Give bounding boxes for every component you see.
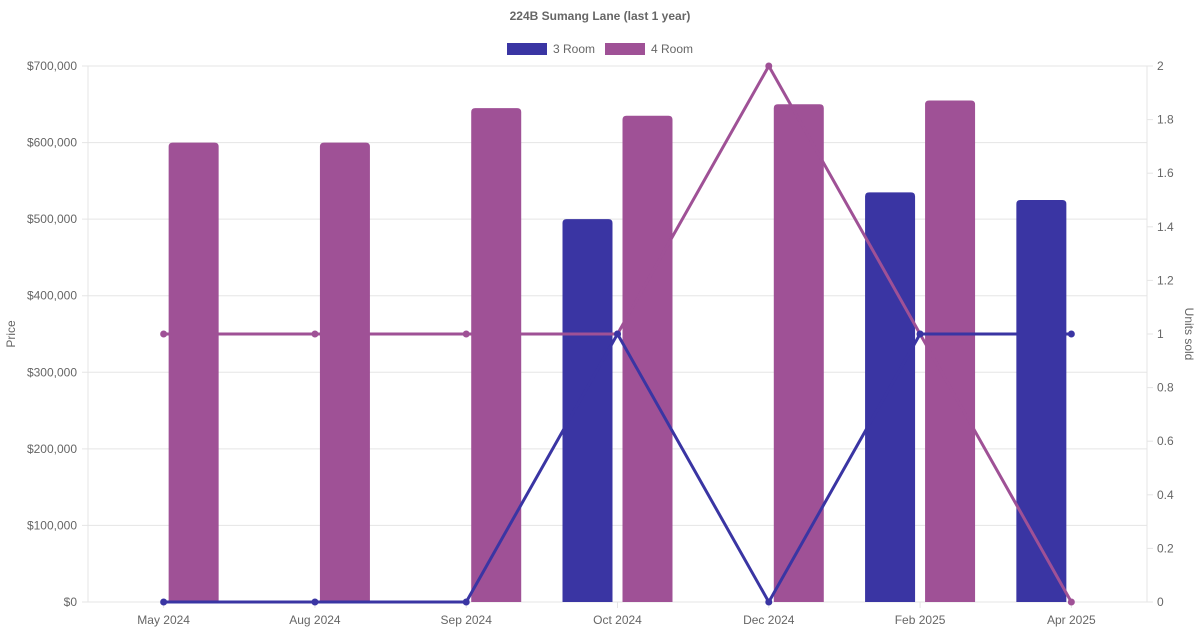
legend-swatch-4-room — [605, 43, 645, 55]
bar-4-room — [773, 104, 824, 603]
legend-swatch-3-room — [506, 43, 547, 55]
point-units-3-room — [160, 598, 168, 606]
chart-title: 224B Sumang Lane (last 1 year) — [509, 9, 691, 23]
y2-tick-label: 1.8 — [1157, 113, 1174, 127]
bar-3-room — [1016, 200, 1067, 602]
x-tick-label: May 2024 — [137, 613, 190, 627]
line-marks — [160, 62, 1075, 606]
bar-marks — [168, 100, 1067, 603]
bar-3-room — [562, 219, 613, 602]
bar-3-room — [865, 192, 916, 603]
point-units-3-room — [765, 598, 773, 606]
point-units-4-room — [462, 330, 470, 338]
y-axis-label: Price — [4, 320, 18, 348]
bar-4-room — [622, 115, 673, 603]
y2-tick-label: 1.4 — [1157, 220, 1174, 234]
y2-tick-label: 0 — [1157, 595, 1164, 609]
y-tick-label: $500,000 — [27, 212, 77, 226]
point-units-3-room — [1067, 330, 1075, 338]
x-tick-label: Dec 2024 — [743, 613, 795, 627]
y2-tick-label: 2 — [1157, 59, 1164, 73]
y2-tick-label: 0.8 — [1157, 381, 1174, 395]
point-units-4-room — [160, 330, 168, 338]
x-tick-label: Feb 2025 — [895, 613, 946, 627]
legend-label-4-room: 4 Room — [651, 42, 694, 56]
y2-tick-label: 1.2 — [1157, 273, 1174, 287]
legend-item-3-room[interactable]: 3 Room — [506, 42, 595, 56]
point-units-4-room — [1067, 598, 1075, 606]
y-tick-label: $0 — [64, 595, 78, 609]
x-tick-label: Sep 2024 — [441, 613, 493, 627]
point-units-4-room — [311, 330, 319, 338]
y-tick-label: $600,000 — [27, 136, 77, 150]
y2-tick-label: 1 — [1157, 327, 1164, 341]
legend: 3 Room 4 Room — [0, 42, 1200, 56]
point-units-4-room — [765, 62, 773, 70]
x-tick-label: Oct 2024 — [593, 613, 642, 627]
y-tick-label: $100,000 — [27, 518, 77, 532]
x-tick-label: Aug 2024 — [289, 613, 341, 627]
bar-4-room — [471, 108, 522, 602]
y2-tick-label: 1.6 — [1157, 166, 1174, 180]
legend-label-3-room: 3 Room — [552, 42, 595, 56]
y-tick-label: $300,000 — [27, 365, 77, 379]
point-units-3-room — [462, 598, 470, 606]
y-tick-label: $700,000 — [27, 59, 77, 73]
y2-tick-label: 0.6 — [1157, 434, 1174, 448]
axes: $0 $100,000 $200,000 $300,000 $400,000 $500,0… — [27, 59, 1174, 627]
y2-tick-label: 0.4 — [1157, 488, 1174, 502]
y2-tick-label: 0.2 — [1157, 541, 1174, 555]
legend-item-4-room[interactable]: 4 Room — [605, 42, 693, 56]
bar-4-room — [319, 142, 370, 603]
x-tick-label: Apr 2025 — [1047, 613, 1096, 627]
bar-4-room — [168, 142, 219, 603]
point-units-3-room — [916, 330, 924, 338]
y2-axis-label: Units sold — [1182, 308, 1196, 361]
point-units-3-room — [311, 598, 319, 606]
y-tick-label: $200,000 — [27, 442, 77, 456]
point-units-3-room — [614, 330, 621, 338]
bar-4-room — [925, 100, 976, 602]
y-tick-label: $400,000 — [27, 289, 77, 303]
